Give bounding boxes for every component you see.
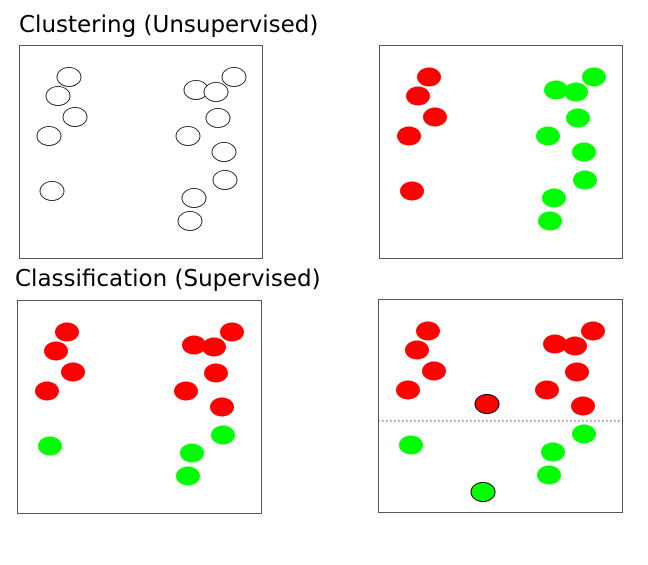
green-point	[544, 80, 568, 100]
green-point	[541, 442, 565, 462]
unlabeled-point	[45, 86, 71, 106]
clustering-section-title: Clustering (Unsupervised)	[19, 12, 319, 38]
classification-section-title: Classification (Supervised)	[15, 266, 321, 292]
red-point	[396, 380, 420, 400]
green-point	[176, 466, 200, 486]
red-point	[406, 86, 430, 106]
red-point	[417, 67, 441, 87]
red-point	[210, 397, 234, 417]
green-point	[538, 211, 562, 231]
green-point	[211, 425, 235, 445]
red-point	[422, 361, 446, 381]
red-point	[204, 363, 228, 383]
red-point	[182, 335, 206, 355]
red-point	[416, 321, 440, 341]
red-point	[581, 321, 605, 341]
unlabeled-point	[181, 188, 207, 208]
red-point	[563, 336, 587, 356]
unlabeled-point	[211, 142, 237, 162]
unlabeled-point	[39, 181, 65, 201]
new-classified-red-point	[474, 394, 500, 414]
red-point	[61, 362, 85, 382]
red-point	[535, 380, 559, 400]
red-point	[202, 337, 226, 357]
unlabeled-point	[212, 170, 238, 190]
red-point	[543, 334, 567, 354]
red-point	[405, 340, 429, 360]
red-point	[35, 381, 59, 401]
green-point	[566, 108, 590, 128]
green-point	[564, 82, 588, 102]
green-point	[180, 443, 204, 463]
unlabeled-point	[203, 82, 229, 102]
red-point	[397, 126, 421, 146]
red-point	[44, 341, 68, 361]
unlabeled-point	[56, 67, 82, 87]
unlabeled-point	[177, 211, 203, 231]
unlabeled-point	[221, 67, 247, 87]
unlabeled-point	[205, 108, 231, 128]
red-point	[55, 322, 79, 342]
red-point	[423, 107, 447, 127]
unlabeled-point	[36, 126, 62, 146]
new-classified-green-point	[470, 482, 496, 502]
red-point	[571, 396, 595, 416]
classification-prediction-panel	[378, 299, 623, 513]
green-point	[542, 188, 566, 208]
green-point	[572, 424, 596, 444]
red-point	[565, 362, 589, 382]
clustering-result-panel	[379, 45, 623, 259]
red-point	[220, 322, 244, 342]
clustering-input-panel	[19, 45, 263, 259]
green-point	[573, 170, 597, 190]
green-point	[399, 435, 423, 455]
unlabeled-point	[175, 126, 201, 146]
green-point	[582, 67, 606, 87]
unlabeled-point	[62, 107, 88, 127]
green-point	[38, 436, 62, 456]
classification-training-panel	[17, 300, 262, 514]
red-point	[174, 381, 198, 401]
green-point	[572, 142, 596, 162]
green-point	[536, 126, 560, 146]
green-point	[537, 465, 561, 485]
red-point	[400, 181, 424, 201]
